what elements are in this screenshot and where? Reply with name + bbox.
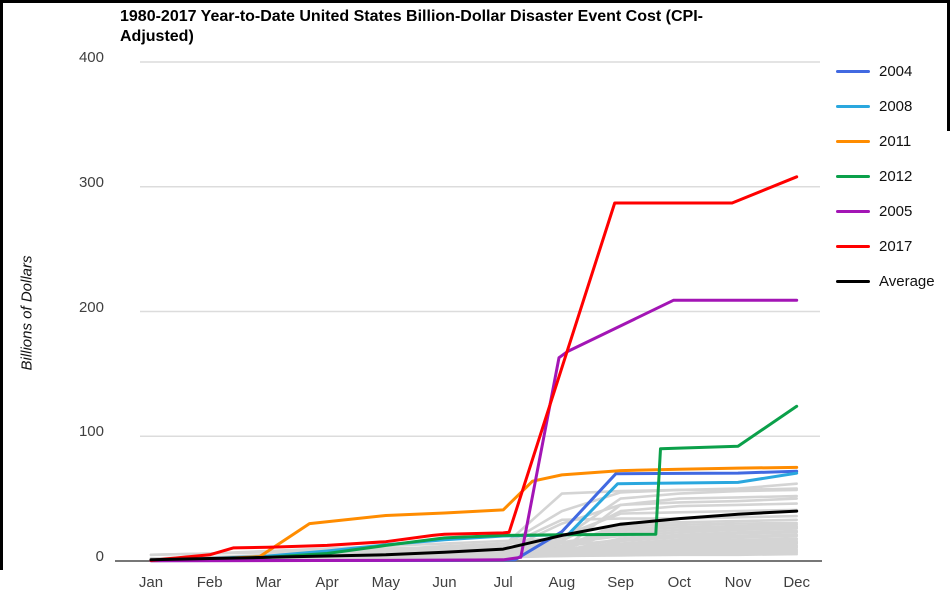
legend-label-2012: 2012 xyxy=(879,167,913,185)
legend-item-2011: 2011 xyxy=(836,131,935,151)
series-line-2005 xyxy=(149,298,799,563)
legend-swatch-2012 xyxy=(836,174,870,178)
window-border-top xyxy=(0,0,950,3)
chart-title: 1980-2017 Year-to-Date United States Bil… xyxy=(120,7,850,47)
y-tick-label-200: 200 xyxy=(78,298,104,316)
window-border-right xyxy=(947,0,950,131)
legend-label-2017: 2017 xyxy=(879,237,913,255)
series-line-2017 xyxy=(149,175,799,562)
legend-label-2011: 2011 xyxy=(879,132,912,150)
y-tick-label-300: 300 xyxy=(78,173,104,191)
legend-item-2005: 2005 xyxy=(836,201,935,221)
y-tick-label-0: 0 xyxy=(95,548,104,565)
legend-item-2012: 2012 xyxy=(836,166,935,186)
legend-swatch-2011 xyxy=(836,139,870,143)
legend-swatch-Average xyxy=(836,279,870,283)
legend-item-2008: 2008 xyxy=(836,96,935,116)
x-tick-label-May: May xyxy=(371,574,400,591)
legend-label-2008: 2008 xyxy=(879,97,913,115)
x-tick-label-Dec: Dec xyxy=(783,574,811,591)
x-tick-label-Jul: Jul xyxy=(493,574,513,591)
x-tick-label-Nov: Nov xyxy=(724,574,752,591)
x-tick-label-Jun: Jun xyxy=(432,574,457,591)
legend-item-2017: 2017 xyxy=(836,236,935,256)
chart-title-line2: Adjusted) xyxy=(120,28,194,45)
legend-item-Average: Average xyxy=(836,271,935,291)
legend-swatch-2017 xyxy=(836,244,870,248)
x-tick-label-Apr: Apr xyxy=(315,574,339,591)
legend-label-Average: Average xyxy=(879,272,935,290)
series-line-Average xyxy=(149,509,799,562)
legend-swatch-2008 xyxy=(836,104,870,108)
background-year-line-3 xyxy=(149,488,799,557)
window-border-left xyxy=(0,0,3,570)
chart-title-line1: 1980-2017 Year-to-Date United States Bil… xyxy=(120,8,703,25)
x-tick-label-Oct: Oct xyxy=(667,574,691,591)
legend-label-2004: 2004 xyxy=(879,62,913,80)
y-tick-label-400: 400 xyxy=(78,49,104,66)
x-tick-label-Mar: Mar xyxy=(255,574,282,591)
legend-label-2005: 2005 xyxy=(879,202,913,220)
legend-swatch-2005 xyxy=(836,209,870,213)
x-tick-label-Feb: Feb xyxy=(196,574,223,591)
x-tick-label-Aug: Aug xyxy=(548,574,576,591)
legend-item-2004: 2004 xyxy=(836,61,935,81)
x-tick-label-Jan: Jan xyxy=(138,574,164,591)
legend: 2004 2008 2011 2012 2005 2017 Average xyxy=(836,61,935,291)
y-tick-label-100: 100 xyxy=(78,423,104,441)
legend-swatch-2004 xyxy=(836,69,870,73)
x-tick-label-Sep: Sep xyxy=(607,574,634,591)
